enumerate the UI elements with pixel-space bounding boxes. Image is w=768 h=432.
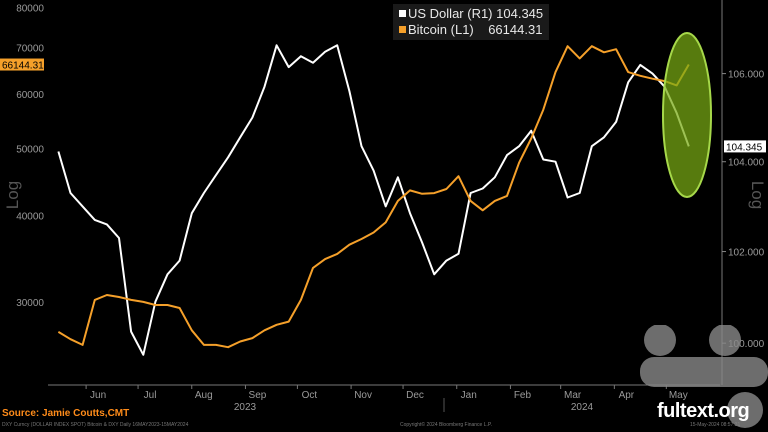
usd-last-value: 104.345 [726,142,763,153]
year-label-2024: 2024 [571,402,594,413]
x-tick-label: Apr [619,390,635,401]
right-tick-label: 100.000 [728,339,765,350]
left-tick-label: 40000 [16,212,44,223]
watermark-logo-icon [640,325,768,428]
legend-usd-value: 104.345 [496,6,544,21]
x-tick-label: May [669,390,688,401]
footer-left: DXY Curncy (DOLLAR INDEX SPOT) Bitcoin &… [2,422,189,428]
left-tick-label: 70000 [16,44,44,55]
left-tick-label: 50000 [16,145,44,156]
legend-btc-name: Bitcoin (L1) [408,22,474,37]
btc-swatch-icon [399,26,406,33]
legend-usd-name: US Dollar (R1) [408,6,493,21]
footer-right: 15-May-2024 08:57:31 [690,422,741,428]
x-tick-label: Aug [195,390,213,401]
x-tick-label: Feb [514,390,532,401]
bitcoin-last-value: 66144.31 [2,61,44,72]
x-tick-label: Dec [406,390,424,401]
x-tick-label: Jun [90,390,106,401]
left-axis-label: Log [3,181,22,209]
x-tick-label: Jan [461,390,477,401]
series-lines [57,44,690,356]
usd-last-badge [724,140,766,153]
x-tick-label: Jul [144,390,157,401]
bitcoin-line [57,45,690,349]
x-tick-label: Sep [249,390,267,401]
right-tick-label: 102.000 [728,248,765,259]
left-tick-label: 80000 [16,3,44,14]
legend: US Dollar (R1) 104.345 Bitcoin (L1) 66144… [393,4,550,40]
source-text: Source: Jamie Coutts,CMT [2,408,130,419]
right-axis-label: Log [748,181,767,209]
right-tick-label: 104.000 [728,158,765,169]
highlight-ellipse [662,32,712,198]
watermark-text: fultext.org [657,400,750,422]
overlay: 104.345 66144.31 [0,58,766,153]
x-tick-label: Oct [302,390,318,401]
footer-center: Copyright© 2024 Bloomberg Finance L.P. [400,422,492,428]
legend-btc-value: 66144.31 [488,22,543,37]
bitcoin-last-badge [0,58,44,71]
year-label-2023: 2023 [234,402,257,413]
x-tick-label: Mar [564,390,582,401]
left-tick-label: 60000 [16,90,44,101]
x-tick-label: Nov [354,390,372,401]
legend-item-btc: Bitcoin (L1) 66144.31 [399,22,543,38]
axes: 30000 40000 50000 60000 70000 80000 100.000 102… [3,0,767,413]
right-tick-label: 106.000 [728,70,765,81]
left-tick-label: 30000 [16,298,44,309]
usd-line [57,44,690,356]
legend-item-usd: US Dollar (R1) 104.345 [399,6,543,22]
usd-swatch-icon [399,10,406,17]
